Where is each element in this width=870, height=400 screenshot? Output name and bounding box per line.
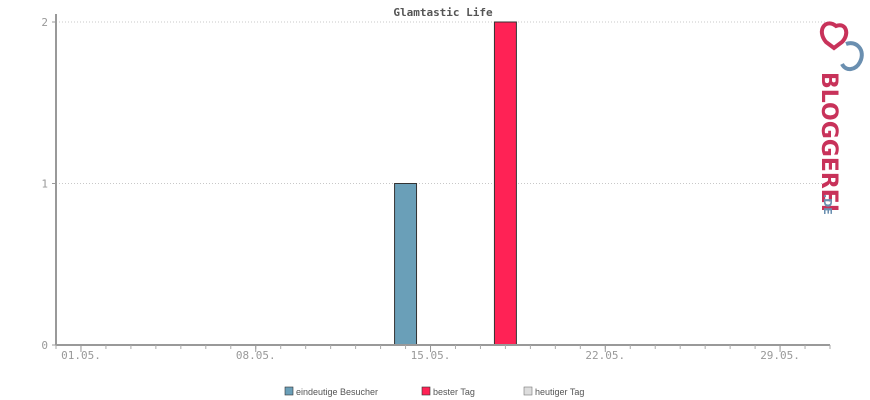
bar: [493, 21, 517, 346]
y-tick-labels: 0 1 2: [41, 16, 56, 352]
logo-loop-icon: [840, 41, 864, 71]
legend-swatch-heutiger-tag: [523, 386, 533, 396]
logo-heart-icon: [819, 21, 849, 51]
x-tick-label: 29.05.: [760, 349, 800, 362]
axes: [55, 14, 831, 349]
x-tick-label: 08.05.: [236, 349, 276, 362]
legend-swatch-bester-tag: [421, 386, 431, 396]
bars: [394, 21, 517, 346]
legend-label-eindeutige-besucher: eindeutige Besucher: [296, 387, 378, 397]
y-tick-label: 0: [41, 339, 48, 352]
x-tick-label: 15.05.: [411, 349, 451, 362]
bar: [394, 183, 418, 346]
y-tick-label: 1: [41, 178, 48, 191]
logo-suffix: .DE: [821, 194, 834, 215]
bloggerei-logo: BLOGGEREI .DE: [816, 21, 864, 215]
y-tick-label: 2: [41, 16, 48, 29]
legend-swatch-eindeutige-besucher: [284, 386, 294, 396]
logo-text: BLOGGEREI: [816, 72, 841, 212]
legend-label-bester-tag: bester Tag: [433, 387, 475, 397]
x-tick-label: 01.05.: [61, 349, 101, 362]
chart-title: Glamtastic Life: [393, 6, 493, 19]
x-tick-labels: 01.05. 08.05. 15.05. 22.05. 29.05.: [61, 345, 800, 362]
grid-lines: [56, 21, 830, 184]
legend: eindeutige Besucher bester Tag heutiger …: [284, 386, 584, 397]
x-tick-label: 22.05.: [585, 349, 625, 362]
legend-label-heutiger-tag: heutiger Tag: [535, 387, 584, 397]
